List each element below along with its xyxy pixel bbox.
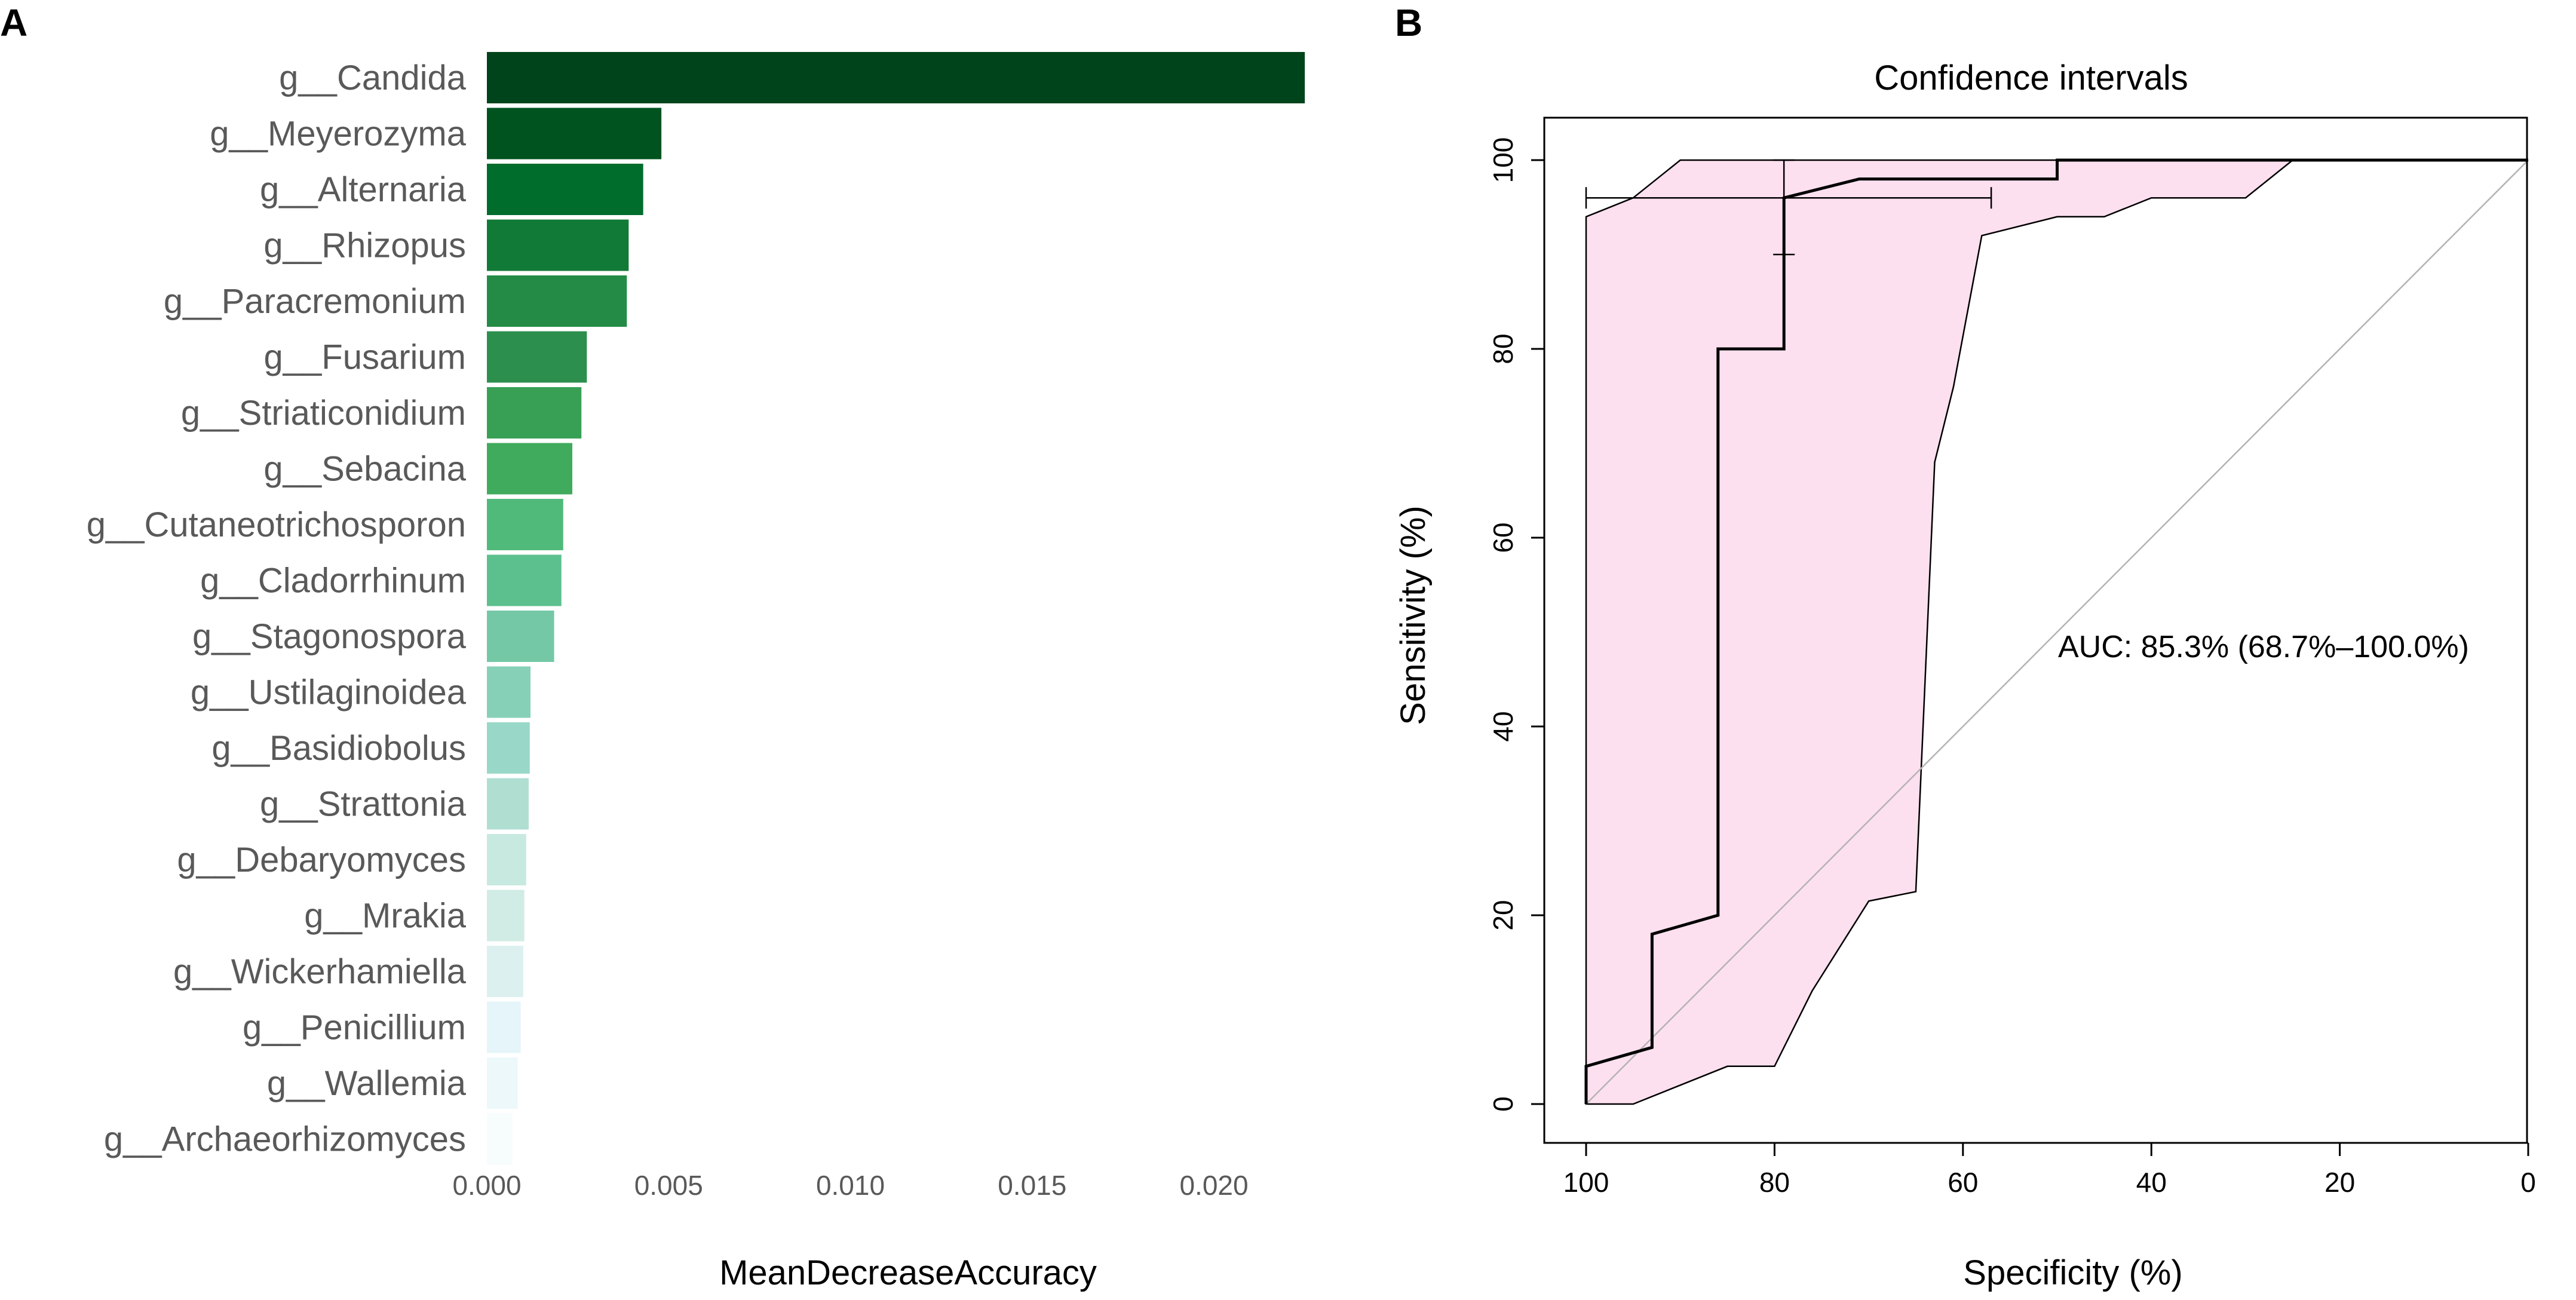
x-axis: 100 80 60 40 20 0: [1563, 1142, 2536, 1198]
y-tick-label: 0: [1488, 1096, 1519, 1112]
y-tick-label: 60: [1488, 522, 1519, 553]
roc-chart-panel: Confidence intervals 100 80 60 40 20 0 0 20 40 6…: [1394, 59, 2536, 1292]
bar: [487, 499, 563, 550]
chart-title: Confidence intervals: [1874, 59, 2188, 97]
x-axis-title: Specificity (%): [1963, 1253, 2182, 1292]
x-axis-title: MeanDecreaseAccuracy: [719, 1253, 1097, 1292]
bar: [487, 890, 525, 942]
reference-diagonal: [1586, 160, 2529, 1105]
x-tick-label: 20: [2324, 1167, 2355, 1198]
x-tick-label: 0.005: [634, 1170, 703, 1201]
category-label: g__Fusarium: [264, 338, 466, 377]
category-label: g__Meyerozyma: [210, 115, 466, 154]
category-label: g__Ustilaginoidea: [191, 673, 467, 712]
bar: [487, 1113, 513, 1165]
category-label: g__Wickerhamiella: [173, 952, 467, 991]
category-label: g__Rhizopus: [263, 226, 466, 265]
category-label: g__Cladorrhinum: [200, 562, 466, 600]
bar: [487, 1001, 521, 1053]
x-tick-label: 60: [1948, 1167, 1978, 1198]
bar: [487, 387, 582, 439]
x-tick-label: 0: [2520, 1167, 2536, 1198]
category-label: g__Candida: [279, 59, 467, 97]
bar: [487, 331, 587, 383]
bar: [487, 554, 562, 606]
auc-annotation: AUC: 85.3% (68.7%–100.0%): [2058, 630, 2469, 664]
category-label: g__Basidiobolus: [211, 729, 466, 768]
y-tick-label: 100: [1488, 137, 1519, 183]
bar-series: [487, 52, 1305, 1165]
roc-curve: [1584, 158, 2528, 1104]
bar: [487, 778, 529, 830]
bar-chart-panel: g__Candida g__Meyerozyma g__Alternaria g__R…: [87, 52, 1305, 1292]
y-axis: 0 20 40 60 80 100: [1488, 137, 1545, 1112]
bar: [487, 219, 629, 271]
x-tick-label: 0.010: [816, 1170, 885, 1201]
x-tick-label: 80: [1759, 1167, 1790, 1198]
x-tick-labels: 0.000 0.005 0.010 0.015 0.020: [452, 1170, 1248, 1201]
bar: [487, 443, 572, 495]
y-axis-title: Sensitivity (%): [1394, 505, 1433, 725]
x-tick-label: 0.015: [998, 1170, 1066, 1201]
category-label: g__Archaeorhizomyces: [104, 1120, 466, 1159]
x-tick-label: 100: [1563, 1167, 1609, 1198]
category-labels: g__Candida g__Meyerozyma g__Alternaria g__R…: [87, 59, 467, 1159]
category-label: g__Sebacina: [263, 450, 466, 489]
bar: [487, 275, 627, 327]
bar: [487, 946, 523, 997]
y-tick-label: 80: [1488, 333, 1519, 364]
x-tick-label: 0.020: [1179, 1170, 1248, 1201]
category-label: g__Striaticonidium: [181, 394, 466, 433]
bar: [487, 722, 530, 774]
panel-label-a: A: [0, 1, 27, 44]
category-label: g__Strattonia: [260, 785, 467, 824]
bar: [487, 108, 662, 160]
x-tick-label: 40: [2136, 1167, 2167, 1198]
category-label: g__Stagonospora: [192, 617, 467, 656]
panel-label-b: B: [1395, 1, 1422, 44]
bar: [487, 52, 1305, 103]
y-tick-label: 40: [1488, 711, 1519, 741]
x-tick-label: 0.000: [452, 1170, 521, 1201]
bar: [487, 834, 526, 885]
category-label: g__Debaryomyces: [177, 841, 466, 879]
category-label: g__Alternaria: [260, 170, 467, 209]
category-label: g__Penicillium: [243, 1008, 466, 1047]
bar: [487, 666, 531, 718]
bar: [487, 611, 554, 662]
category-label: g__Wallemia: [267, 1064, 467, 1103]
category-label: g__Paracremonium: [164, 282, 466, 321]
category-label: g__Mrakia: [304, 897, 467, 936]
bar: [487, 1057, 518, 1109]
y-tick-label: 20: [1488, 900, 1519, 930]
category-label: g__Cutaneotrichosporon: [87, 505, 466, 544]
bar: [487, 164, 643, 215]
